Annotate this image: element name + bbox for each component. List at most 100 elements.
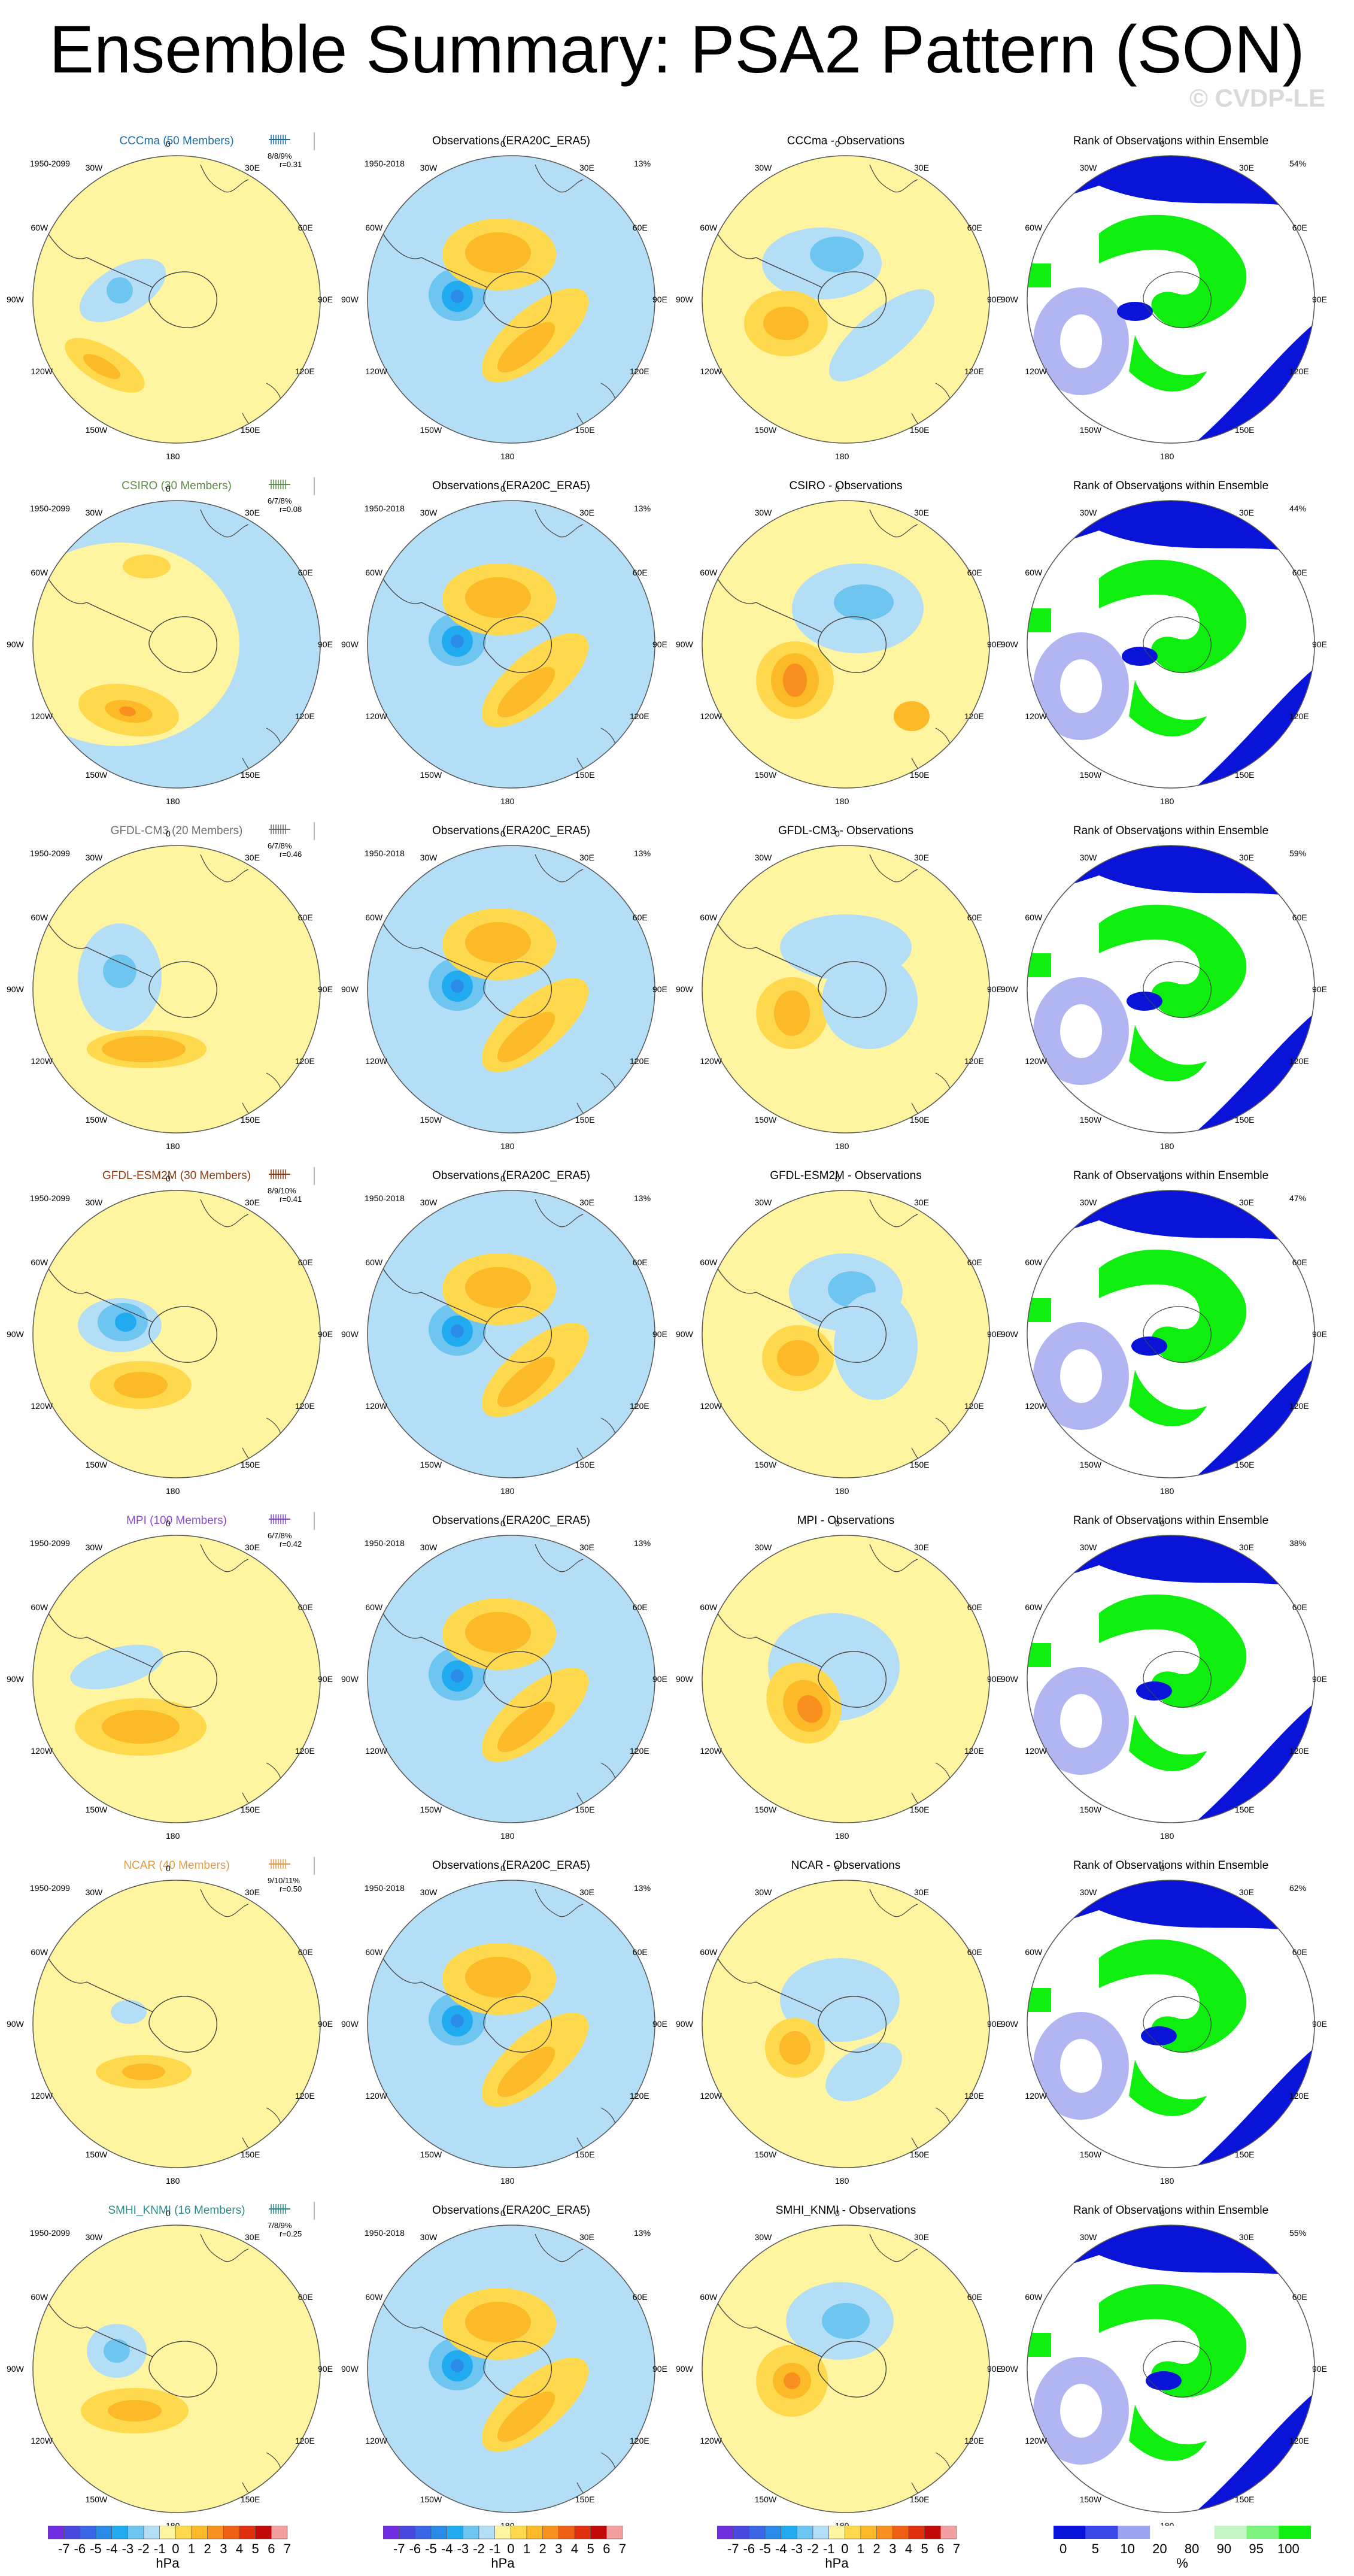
lon-150e-label: 150E — [1234, 1460, 1255, 1470]
rank-neutral-region — [1060, 1004, 1102, 1058]
lon-180-label: 180 — [166, 1831, 180, 1841]
lon-180-label: 180 — [500, 451, 515, 461]
lon-30w-label: 30W — [754, 1887, 772, 1898]
model-correlation: r=0.31 — [280, 160, 302, 169]
lon-90w-label: 90W — [1001, 295, 1018, 304]
diff-title: CSIRO - Observations — [789, 480, 903, 492]
rank-high-region — [1099, 214, 1247, 329]
colorbar-tick-label: -2 — [138, 2541, 150, 2556]
lon-150e-label: 150E — [1234, 425, 1255, 435]
lon-180-label: 180 — [1160, 2176, 1174, 2186]
lon-150e-label: 150E — [1234, 2495, 1255, 2505]
lon-150e-label: 150E — [1234, 1115, 1255, 1125]
lon-60e-label: 60E — [1292, 1257, 1307, 1267]
map-border — [32, 1880, 321, 2168]
lon-150e-label: 150E — [240, 425, 260, 435]
lon-30e-label: 30E — [579, 853, 594, 863]
lon-90e-label: 90E — [652, 640, 667, 649]
africa-coastline — [869, 1544, 918, 1572]
lon-150e-label: 150E — [575, 1115, 595, 1125]
lon-60e-label: 60E — [297, 2292, 313, 2302]
lon-30w-label: 30W — [754, 163, 772, 173]
rank-title: Rank of Observations within Ensemble — [1073, 825, 1269, 837]
contour-region — [834, 1292, 918, 1400]
rank-neutral-region — [1060, 2384, 1102, 2438]
obs-period: 1950-2018 — [365, 2228, 405, 2238]
lon-60e-label: 60E — [967, 1602, 982, 1612]
lon-0-label: 0 — [835, 484, 840, 493]
rank-high-region — [1027, 263, 1051, 287]
colorbar-tick-label: 7 — [618, 2541, 627, 2556]
lon-60e-label: 60E — [967, 223, 982, 232]
lon-150w-label: 150W — [420, 2495, 442, 2505]
model-correlation: r=0.46 — [280, 850, 302, 859]
model-map-0 — [32, 155, 321, 444]
lon-120w-label: 120W — [1025, 2091, 1047, 2101]
lon-60w-label: 60W — [700, 1257, 718, 1267]
colorbar-tick-label: 6 — [268, 2541, 275, 2556]
model-correlation: r=0.25 — [280, 2229, 302, 2238]
lon-30w-label: 30W — [420, 2232, 438, 2242]
obs-period: 1950-2018 — [365, 848, 405, 858]
lon-60w-label: 60W — [1025, 913, 1043, 922]
lon-0-label: 0 — [500, 1863, 505, 1873]
lon-30e-label: 30E — [1239, 508, 1254, 518]
lon-60w-label: 60W — [700, 1602, 718, 1612]
lon-30e-label: 30E — [914, 2232, 929, 2242]
lon-90e-label: 90E — [987, 1329, 1002, 1339]
lon-120e-label: 120E — [964, 2436, 984, 2445]
lon-30e-label: 30E — [1239, 1887, 1254, 1898]
lon-30w-label: 30W — [1079, 1542, 1097, 1553]
lon-30w-label: 30W — [420, 1542, 438, 1553]
contour-region — [141, 1253, 248, 1319]
lon-90w-label: 90W — [676, 1674, 693, 1684]
rank-map-5 — [1027, 1880, 1315, 2168]
lon-120w-label: 120W — [1025, 1056, 1047, 1066]
map-border — [367, 1880, 655, 2168]
lon-0-label: 0 — [500, 1519, 505, 1528]
rank-high-region — [1099, 1939, 1247, 2053]
contour-region — [554, 2066, 600, 2126]
antarctica-coastline — [483, 961, 552, 1018]
lon-120e-label: 120E — [630, 711, 649, 721]
contour-region — [779, 2031, 810, 2065]
lon-180-label: 180 — [500, 1486, 515, 1496]
lon-120e-label: 120E — [295, 2091, 315, 2101]
map-background — [368, 2225, 655, 2513]
contour-region — [451, 2359, 464, 2372]
model-stats: 9/10/11% — [268, 1876, 300, 1885]
rank-high-region — [1129, 335, 1207, 392]
lon-0-label: 0 — [500, 484, 505, 493]
colorbar-tick-label: 7 — [283, 2541, 292, 2556]
contour-region — [451, 635, 464, 648]
lon-150w-label: 150W — [754, 1115, 777, 1125]
lon-120e-label: 120E — [964, 1401, 984, 1411]
contour-region — [465, 1267, 531, 1308]
lon-0-label: 0 — [166, 1174, 171, 1183]
colorbar-tick-label: -1 — [153, 2541, 166, 2556]
rank-pct: 47% — [1289, 1193, 1307, 1203]
contour-region — [497, 322, 555, 373]
rank-pct: 62% — [1289, 1883, 1307, 1893]
lon-0-label: 0 — [166, 1519, 171, 1528]
lon-150w-label: 150W — [1079, 2150, 1102, 2160]
lon-120w-label: 120W — [700, 1401, 722, 1411]
lon-150w-label: 150W — [85, 1115, 108, 1125]
colorbar-swatch — [1118, 2526, 1150, 2539]
colorbar-tick-label: -6 — [409, 2541, 421, 2556]
lon-120w-label: 120W — [31, 2091, 53, 2101]
obs-period: 1950-2018 — [365, 1883, 405, 1893]
colorbar-tick-label: 2 — [539, 2541, 547, 2556]
lon-90w-label: 90W — [676, 1329, 693, 1339]
contour-region — [554, 1031, 600, 1091]
model-map-2 — [32, 845, 321, 1134]
colorbar-tick-label: 3 — [555, 2541, 563, 2556]
lon-90e-label: 90E — [987, 2019, 1002, 2029]
map-border — [702, 500, 990, 789]
antarctica-coastline — [148, 2341, 218, 2398]
lon-30e-label: 30E — [245, 853, 260, 863]
lon-180-label: 180 — [500, 2176, 515, 2186]
antarctica-coastline — [1143, 616, 1212, 673]
colorbar-tick-label: 4 — [570, 2541, 579, 2556]
lon-150e-label: 150E — [1234, 1805, 1255, 1815]
